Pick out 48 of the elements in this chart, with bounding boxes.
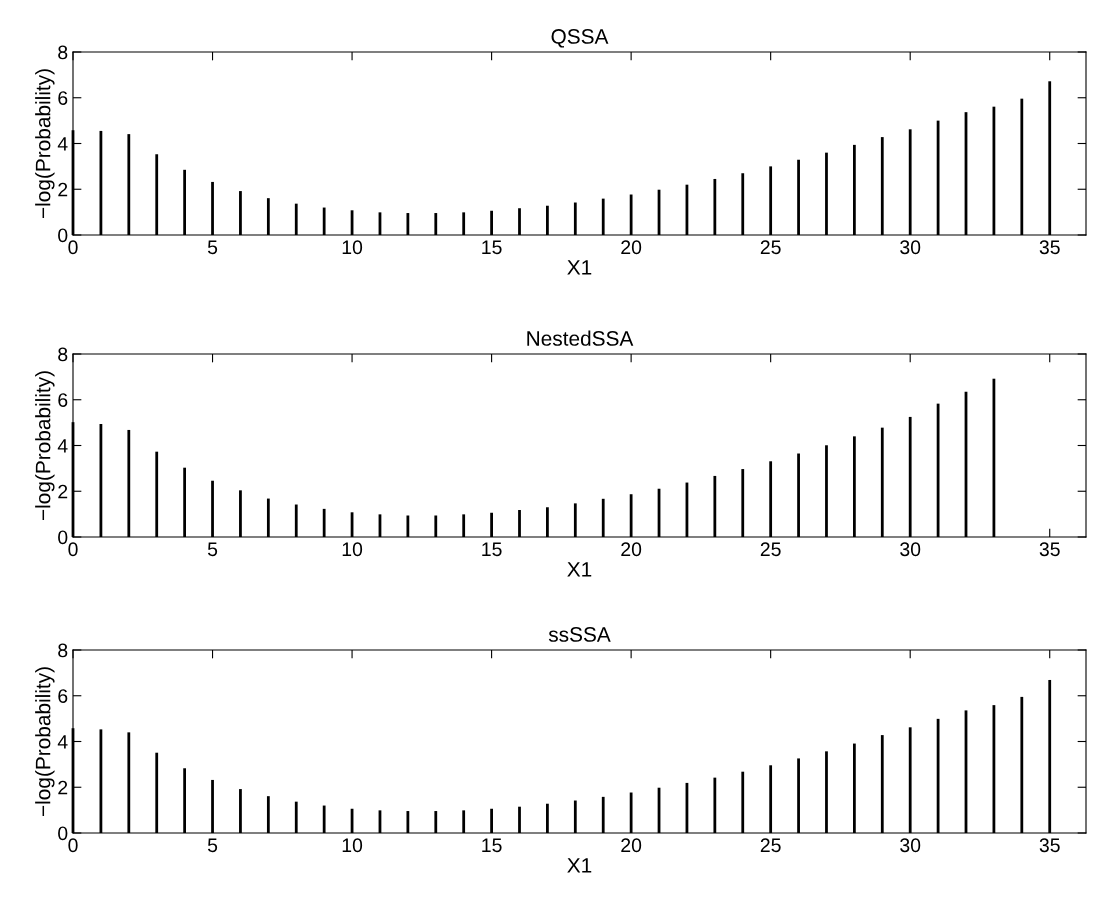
x-tick-label: 25 (760, 542, 781, 557)
x-tick-label: 5 (207, 542, 218, 557)
y-axis-title: −log(Probability) (35, 69, 55, 219)
x-tick-label: 0 (68, 240, 78, 255)
x-tick-label: 30 (900, 542, 921, 557)
x-tick-label: 20 (621, 542, 642, 557)
y-tick-label: 2 (58, 780, 68, 795)
y-tick-label: 4 (57, 735, 68, 749)
x-tick-label: 10 (342, 542, 363, 557)
x-tick-label: 30 (900, 240, 921, 255)
y-tick-label: 2 (58, 182, 68, 197)
x-axis-title: X1 (567, 858, 592, 873)
y-tick-label: 8 (58, 45, 68, 60)
y-tick-label: 6 (58, 91, 68, 105)
y-tick-label: 2 (58, 484, 68, 499)
y-axis-title: −log(Probability) (35, 371, 55, 521)
x-tick-label: 30 (900, 838, 921, 853)
x-tick-label: 25 (760, 240, 781, 255)
y-tick-label: 6 (58, 393, 68, 407)
x-tick-label: 10 (342, 838, 363, 853)
chart-title: QSSA (551, 29, 609, 48)
x-tick-label: 5 (207, 240, 218, 255)
x-tick-label: 0 (68, 838, 78, 853)
x-tick-label: 35 (1039, 542, 1060, 557)
y-tick-label: 0 (58, 530, 68, 545)
x-tick-label: 35 (1039, 240, 1060, 255)
x-tick-label: 20 (621, 240, 642, 255)
chart-title: NestedSSA (527, 330, 634, 346)
x-tick-label: 10 (342, 240, 363, 255)
x-tick-label: 15 (482, 542, 502, 557)
y-tick-label: 8 (58, 347, 68, 362)
y-axis-title: −log(Probability) (35, 667, 55, 817)
y-tick-label: 8 (58, 643, 68, 658)
y-tick-label: 0 (58, 826, 68, 841)
x-axis-title: X1 (567, 562, 592, 577)
x-tick-label: 35 (1039, 838, 1060, 853)
x-tick-label: 15 (482, 240, 502, 255)
x-tick-label: 0 (68, 542, 78, 557)
x-tick-label: 25 (760, 838, 781, 853)
x-axis-title: X1 (567, 260, 592, 275)
y-tick-label: 4 (57, 439, 68, 453)
y-tick-label: 0 (58, 228, 68, 243)
x-tick-label: 5 (207, 838, 218, 853)
x-tick-label: 20 (621, 838, 642, 853)
y-tick-label: 4 (57, 137, 68, 151)
x-tick-label: 15 (482, 838, 502, 853)
y-tick-label: 6 (58, 689, 68, 703)
chart-title: ssSSA (548, 627, 611, 642)
